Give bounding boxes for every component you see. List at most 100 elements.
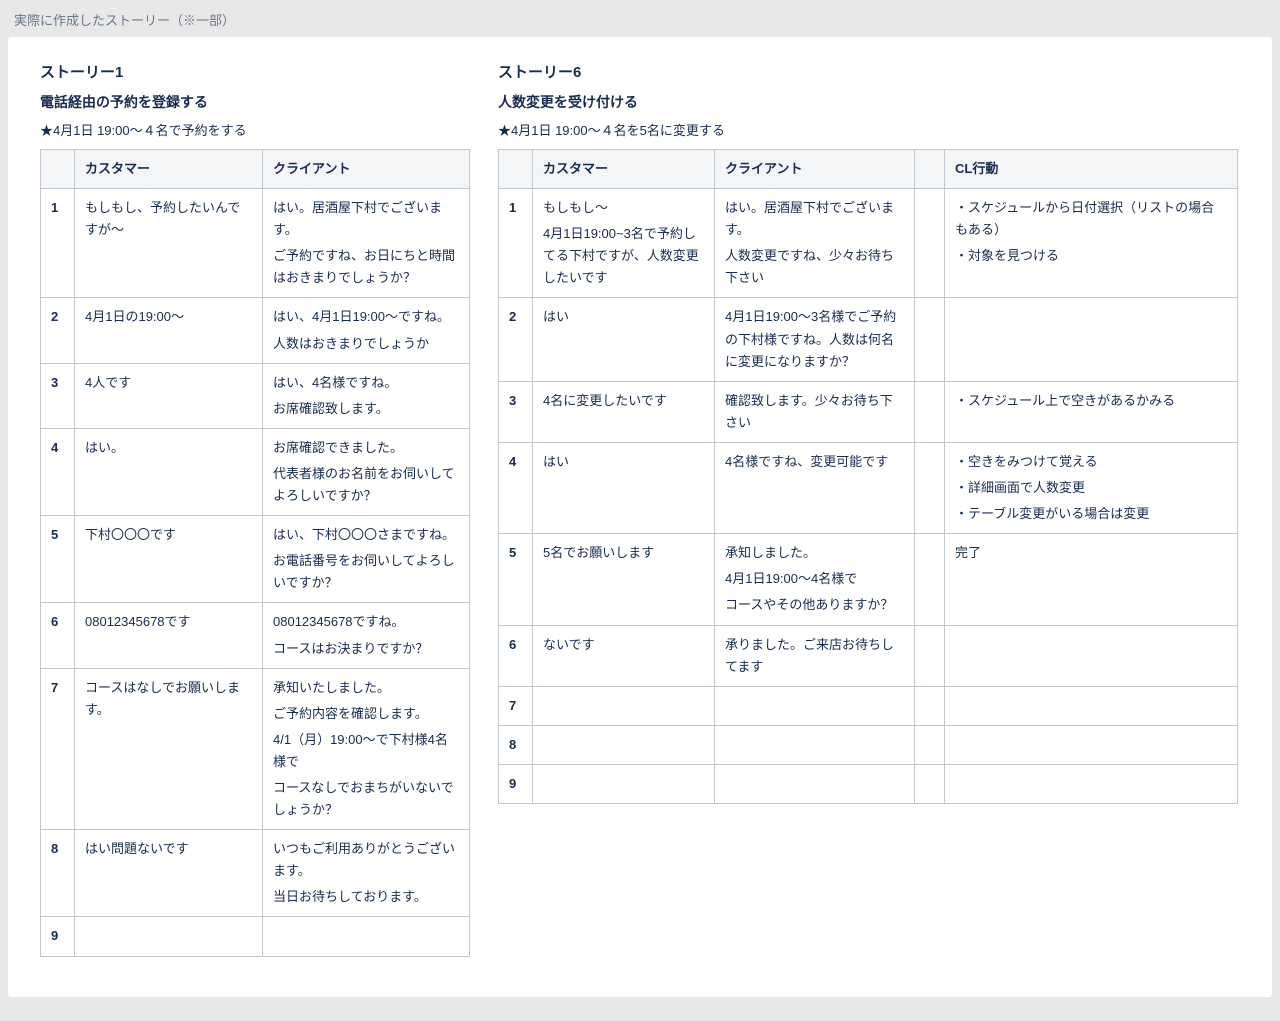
story-6-scenario: ★4月1日 19:00〜４名を5名に変更する (498, 120, 1238, 139)
row-number: 6 (499, 625, 533, 686)
cell-text: コースやその他ありますか？ (725, 594, 904, 616)
spacer-cell (915, 725, 945, 764)
table-row: 8 (499, 725, 1238, 764)
cell-text: 完了 (955, 542, 1227, 564)
table-cell: お席確認できました。代表者様のお名前をお伺いしてよろしいですか？ (263, 428, 470, 515)
story-6-subtitle: 人数変更を受け付ける (498, 92, 1238, 112)
table-cell (715, 686, 915, 725)
table-cell: もしもし、予約したいんですが〜 (75, 189, 263, 298)
cell-text: 08012345678ですね。 (273, 611, 459, 633)
row-number: 3 (41, 363, 75, 428)
table-cell (945, 764, 1238, 803)
row-number: 9 (41, 917, 75, 956)
cell-text: ・詳細画面で人数変更 (955, 477, 1227, 499)
row-number: 3 (499, 381, 533, 442)
table-cell: はい、4名様ですね。お席確認致します。 (263, 363, 470, 428)
table-cell: 承りました。ご来店お待ちしてます (715, 625, 915, 686)
spacer-cell (915, 625, 945, 686)
table-cell: はい。 (75, 428, 263, 515)
table-cell: はい問題ないです (75, 830, 263, 917)
story-1: ストーリー1 電話経由の予約を登録する ★4月1日 19:00〜４名で予約をする… (40, 61, 470, 957)
table-row: 6ないです承りました。ご来店お待ちしてます (499, 625, 1238, 686)
table-row: 34名に変更したいです確認致します。少々お待ち下さい・スケジュール上で空きがある… (499, 381, 1238, 442)
col-client-header: クライアント (715, 150, 915, 189)
table-row: 4はい。お席確認できました。代表者様のお名前をお伺いしてよろしいですか？ (41, 428, 470, 515)
col-cl-action-header: CL行動 (945, 150, 1238, 189)
cell-text: もしもし、予約したいんですが〜 (85, 197, 252, 241)
cell-text: はい。居酒屋下村でございます。 (725, 197, 904, 241)
table-cell (945, 625, 1238, 686)
table-cell: 4月1日19:00〜3名様でご予約の下村様ですね。人数は何名に変更になりますか？ (715, 298, 915, 381)
table-cell (263, 917, 470, 956)
table-cell: 4月1日の19:00〜 (75, 298, 263, 363)
cell-text: ご予約内容を確認します。 (273, 703, 459, 725)
table-cell (945, 725, 1238, 764)
cell-text: コースなしでおまちがいないでしょうか？ (273, 777, 459, 821)
row-number: 1 (41, 189, 75, 298)
page-caption: 実際に作成したストーリー（※一部） (0, 0, 1280, 37)
cell-text: はい (543, 306, 704, 328)
cell-text: 4月1日19:00~3名で予約してる下村ですが、人数変更したいです (543, 223, 704, 289)
cell-text: 4名に変更したいです (543, 390, 704, 412)
table-cell: 08012345678です (75, 603, 263, 668)
table-cell: 4名様ですね、変更可能です (715, 442, 915, 533)
content-panel: ストーリー1 電話経由の予約を登録する ★4月1日 19:00〜４名で予約をする… (8, 37, 1272, 997)
col-client-header: クライアント (263, 150, 470, 189)
cell-text: コースはお決まりですか？ (273, 638, 459, 660)
row-number: 7 (499, 686, 533, 725)
cell-text: 人数変更ですね、少々お待ち下さい (725, 245, 904, 289)
cell-text: ご予約ですね、お日にちと時間はおきまりでしょうか？ (273, 245, 459, 289)
table-row: 7 (499, 686, 1238, 725)
cell-text: はい (543, 451, 704, 473)
col-spacer-header (915, 150, 945, 189)
table-header-row: カスタマー クライアント (41, 150, 470, 189)
table-row: 9 (499, 764, 1238, 803)
col-customer-header: カスタマー (533, 150, 715, 189)
cell-text: はい、下村〇〇〇さまですね。 (273, 524, 459, 546)
story-1-subtitle: 電話経由の予約を登録する (40, 92, 470, 112)
cell-text: ・対象を見つける (955, 245, 1227, 267)
table-cell: はい (533, 442, 715, 533)
spacer-cell (915, 189, 945, 298)
cell-text: 4名様ですね、変更可能です (725, 451, 904, 473)
cell-text: 当日お待ちしております。 (273, 886, 459, 908)
table-cell (533, 725, 715, 764)
cell-text: 4/1（月）19:00〜で下村様4名様で (273, 729, 459, 773)
cell-text: 承知しました。 (725, 542, 904, 564)
col-customer-header: カスタマー (75, 150, 263, 189)
table-header-row: カスタマー クライアント CL行動 (499, 150, 1238, 189)
table-cell: いつもご利用ありがとうございます。当日お待ちしております。 (263, 830, 470, 917)
table-cell (75, 917, 263, 956)
cell-text: お席確認できました。 (273, 437, 459, 459)
story-1-scenario: ★4月1日 19:00〜４名で予約をする (40, 120, 470, 139)
table-row: 24月1日の19:00〜はい、4月1日19:00〜ですね。人数はおきまりでしょう… (41, 298, 470, 363)
row-number: 4 (41, 428, 75, 515)
row-number: 7 (41, 668, 75, 830)
cell-text: 4人です (85, 372, 252, 394)
cell-text: お席確認致します。 (273, 398, 459, 420)
table-cell (945, 686, 1238, 725)
table-cell: ・スケジュールから日付選択（リストの場合もある）・対象を見つける (945, 189, 1238, 298)
row-number: 6 (41, 603, 75, 668)
cell-text: 4月1日の19:00〜 (85, 306, 252, 328)
table-row: 1もしもし、予約したいんですが〜はい。居酒屋下村でございます。ご予約ですね、お日… (41, 189, 470, 298)
cell-text: 5名でお願いします (543, 542, 704, 564)
story-6-title: ストーリー6 (498, 61, 1238, 82)
table-row: 6 08012345678です 08012345678ですね。コースはお決まりですか… (41, 603, 470, 668)
story-1-table: カスタマー クライアント 1もしもし、予約したいんですが〜はい。居酒屋下村でござ… (40, 149, 470, 957)
cell-text: お電話番号をお伺いしてよろしいですか？ (273, 550, 459, 594)
row-number: 4 (499, 442, 533, 533)
cell-text: はい。居酒屋下村でございます。 (273, 197, 459, 241)
cell-text: 承りました。ご来店お待ちしてます (725, 634, 904, 678)
table-cell: 承知しました。4月1日19:00〜4名様でコースやその他ありますか？ (715, 534, 915, 625)
row-number: 9 (499, 764, 533, 803)
cell-text: 人数はおきまりでしょうか (273, 333, 459, 355)
table-row: 8はい問題ないですいつもご利用ありがとうございます。当日お待ちしております。 (41, 830, 470, 917)
cell-text: ・テーブル変更がいる場合は変更 (955, 503, 1227, 525)
row-number: 5 (41, 516, 75, 603)
table-cell: ・スケジュール上で空きがあるかみる (945, 381, 1238, 442)
spacer-cell (915, 442, 945, 533)
cell-text: 08012345678です (85, 611, 252, 633)
col-num-header (41, 150, 75, 189)
table-cell (945, 298, 1238, 381)
